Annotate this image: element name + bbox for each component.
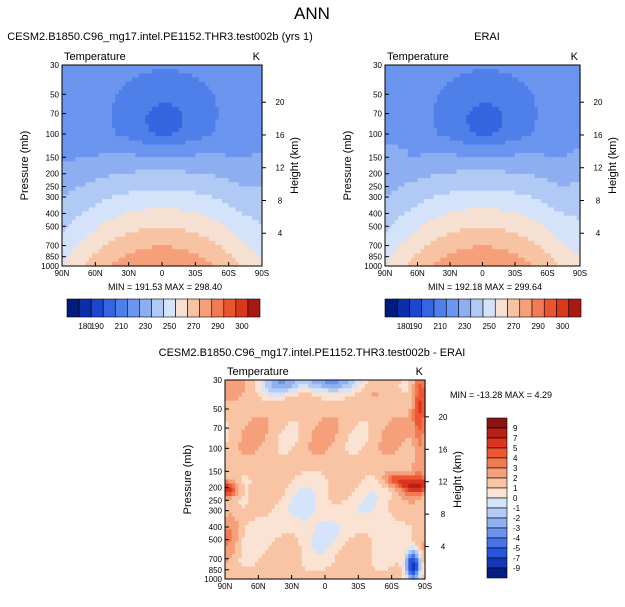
contour-fill xyxy=(62,65,263,267)
colorbar-swatch xyxy=(139,299,151,317)
height-tick-label: 12 xyxy=(276,164,285,173)
colorbar-label: 270 xyxy=(187,322,201,331)
panel-title: CESM2.B1850.C96_mg17.intel.PE1152.THR3.t… xyxy=(7,31,313,43)
colorbar-swatch xyxy=(248,299,260,317)
pressure-tick-label: 850 xyxy=(46,253,60,262)
y-axis-label-right: Height (km) xyxy=(289,137,301,194)
pressure-tick-label: 250 xyxy=(46,183,60,192)
pressure-tick-label: 150 xyxy=(46,153,60,162)
colorbar-label: 190 xyxy=(90,322,104,331)
panel-subtitle-right: K xyxy=(253,51,261,63)
pressure-tick-label: 700 xyxy=(46,242,60,251)
lat-tick-label: 60N xyxy=(88,269,103,278)
min-max-stats: MIN = 191.53 MAX = 298.40 xyxy=(108,282,222,292)
pressure-tick-label: 400 xyxy=(46,209,60,218)
height-tick-label: 20 xyxy=(276,98,285,107)
colorbar-swatch xyxy=(79,299,91,317)
pressure-tick-label: 70 xyxy=(50,110,59,119)
lat-tick-label: 0 xyxy=(160,269,165,278)
colorbar-label: 250 xyxy=(163,322,177,331)
colorbar-label: 210 xyxy=(115,322,129,331)
lat-tick-label: 90S xyxy=(255,269,269,278)
pressure-tick-label: 300 xyxy=(46,193,60,202)
colorbar-label: 290 xyxy=(211,322,225,331)
colorbar-label: 230 xyxy=(139,322,153,331)
colorbar-swatch xyxy=(224,299,236,317)
colorbar-swatch xyxy=(188,299,200,317)
colorbar-swatch xyxy=(67,299,79,317)
pressure-tick-label: 200 xyxy=(46,170,60,179)
lat-tick-label: 60S xyxy=(222,269,236,278)
panel-1: CESM2.B1850.C96_mg17.intel.PE1152.THR3.t… xyxy=(7,31,313,331)
colorbar-swatch xyxy=(212,299,224,317)
pressure-tick-label: 30 xyxy=(50,61,59,70)
colorbar-swatch xyxy=(103,299,115,317)
contour-fill xyxy=(385,65,581,267)
pressure-tick-label: 500 xyxy=(46,222,60,231)
colorbar-swatch xyxy=(164,299,176,317)
lat-tick-label: 30S xyxy=(188,269,202,278)
colorbar-swatch xyxy=(236,299,248,317)
colorbar-swatch xyxy=(151,299,163,317)
colorbar-swatch xyxy=(200,299,212,317)
height-tick-label: 16 xyxy=(276,131,285,140)
pressure-tick-label: 100 xyxy=(46,130,60,139)
height-tick-label: 8 xyxy=(278,196,283,205)
pressure-tick-label: 50 xyxy=(50,90,59,99)
lat-tick-label: 90N xyxy=(55,269,70,278)
lat-tick-label: 30N xyxy=(121,269,136,278)
y-axis-label: Pressure (mb) xyxy=(19,131,31,201)
panel-subtitle-left: Temperature xyxy=(64,51,126,63)
figure-title: ANN xyxy=(294,4,330,23)
colorbar-swatch xyxy=(115,299,127,317)
colorbar-swatch xyxy=(176,299,188,317)
colorbar-swatch xyxy=(91,299,103,317)
height-tick-label: 4 xyxy=(278,229,283,238)
colorbar-swatch xyxy=(127,299,139,317)
colorbar-label: 300 xyxy=(235,322,249,331)
